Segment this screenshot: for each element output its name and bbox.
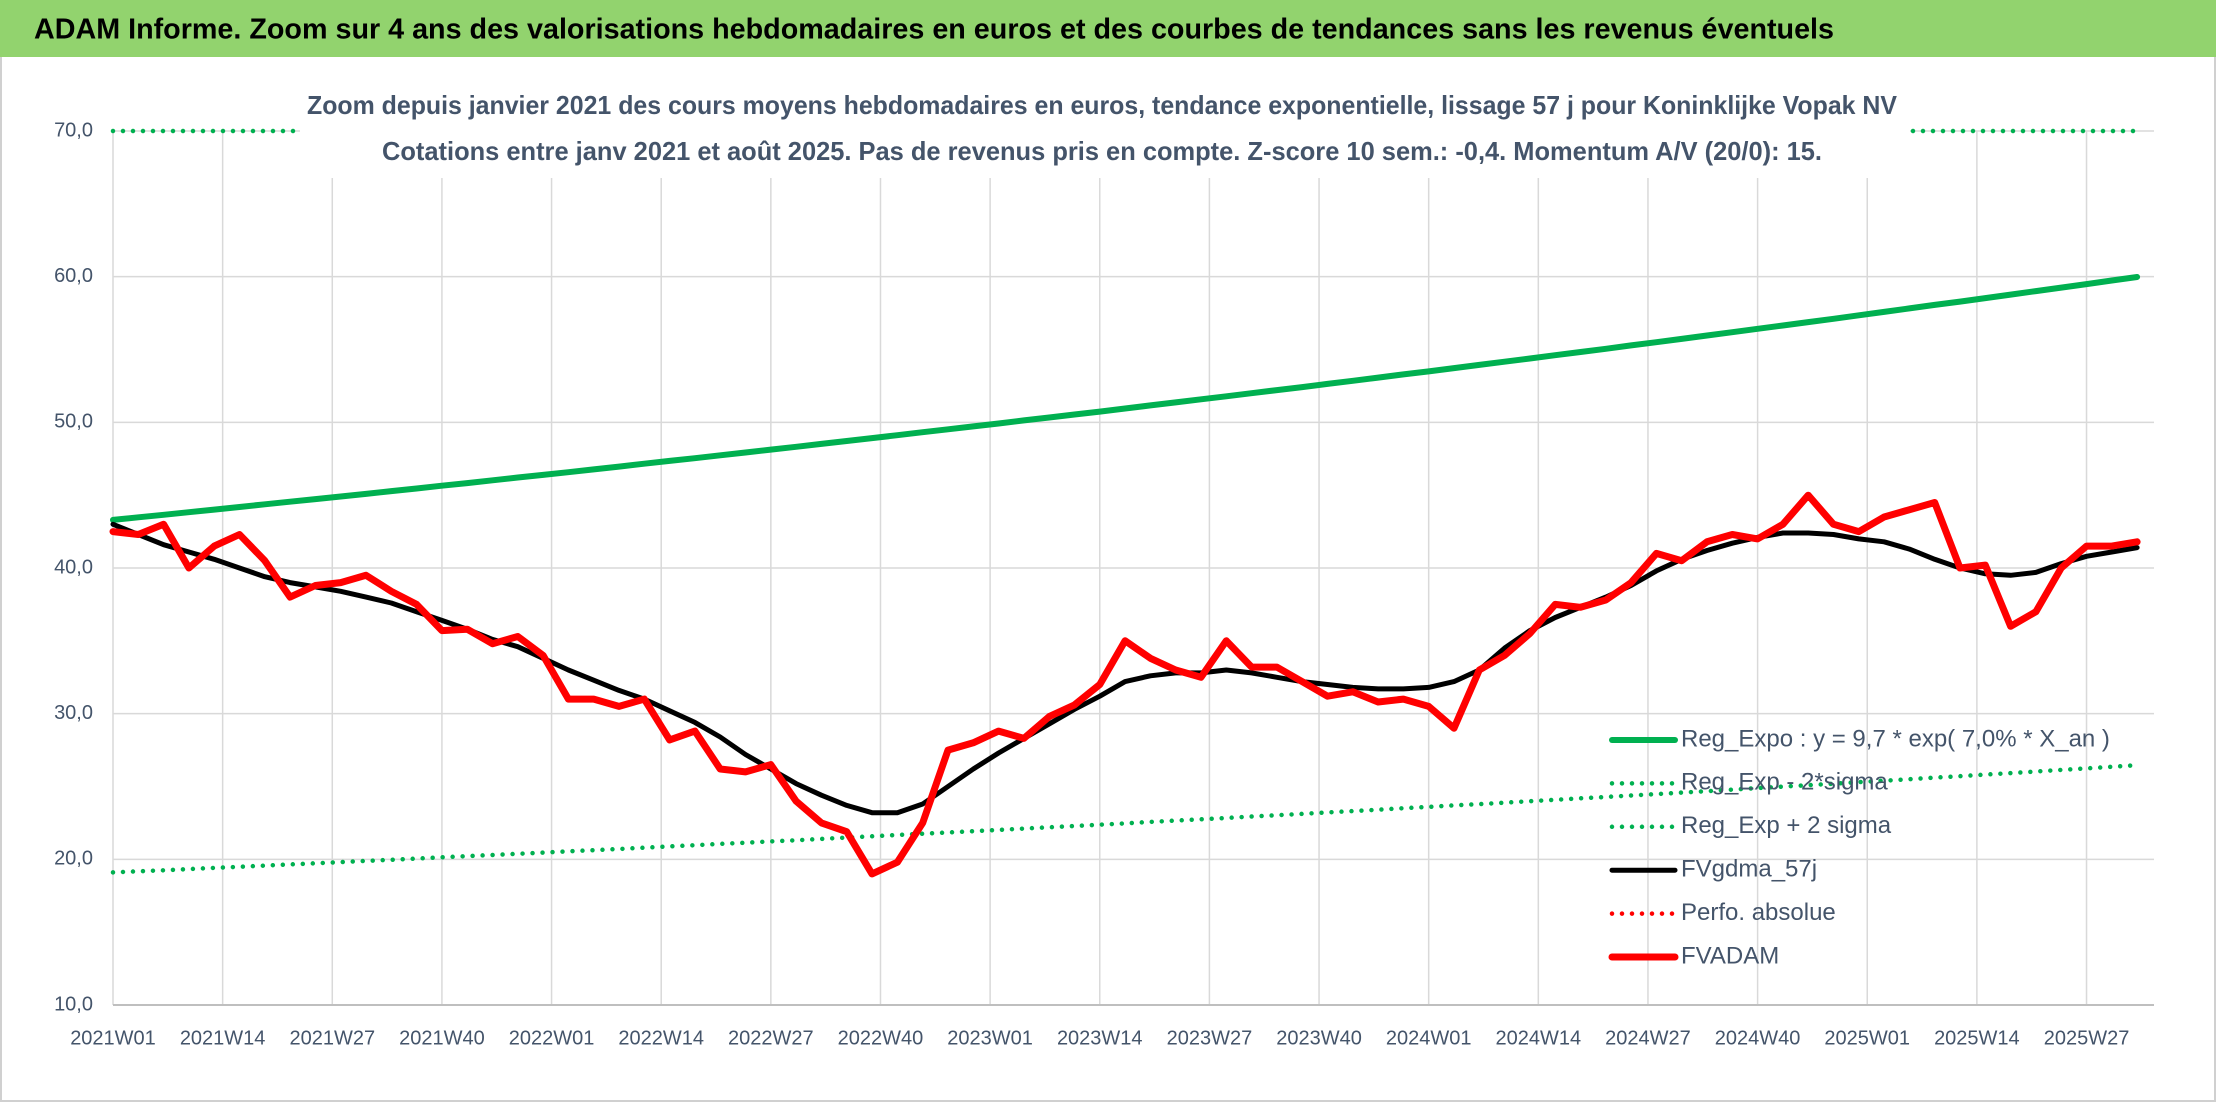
- y-tick-label: 20,0: [54, 848, 93, 870]
- y-tick-label: 70,0: [54, 119, 93, 141]
- y-tick-label: 40,0: [54, 556, 93, 578]
- chart-subtitle: Cotations entre janv 2021 et août 2025. …: [382, 136, 1822, 166]
- x-tick-label: 2024W01: [1386, 1027, 1472, 1049]
- y-tick-label: 60,0: [54, 265, 93, 287]
- series-line: [110, 521, 2140, 816]
- x-tick-label: 2024W14: [1496, 1027, 1582, 1049]
- y-tick-label: 50,0: [54, 411, 93, 433]
- legend-label: Reg_Expo : y = 9,7 * exp( 7,0% * X_an ): [1681, 725, 2110, 752]
- x-tick-label: 2022W01: [509, 1027, 595, 1049]
- x-tick-label: 2022W27: [728, 1027, 814, 1049]
- x-tick-label: 2021W40: [399, 1027, 485, 1049]
- x-tick-label: 2025W27: [2044, 1027, 2130, 1049]
- x-tick-label: 2023W01: [947, 1027, 1033, 1049]
- x-tick-label: 2023W14: [1057, 1027, 1143, 1049]
- legend-label: Reg_Exp - 2*sigma: [1681, 769, 1888, 796]
- series-line: [110, 762, 2140, 875]
- x-tick-label: 2022W40: [838, 1027, 924, 1049]
- x-tick-label: 2022W14: [618, 1027, 704, 1049]
- y-tick-label: 10,0: [54, 993, 93, 1015]
- legend-label: FVADAM: [1681, 942, 1779, 969]
- x-tick-label: 2025W01: [1824, 1027, 1910, 1049]
- chart-title: Zoom depuis janvier 2021 des cours moyen…: [307, 90, 1898, 120]
- x-tick-label: 2021W14: [180, 1027, 266, 1049]
- x-tick-label: 2025W14: [1934, 1027, 2020, 1049]
- series-line: [109, 491, 2141, 878]
- series-line: [110, 274, 2141, 523]
- header-bar: [0, 0, 2216, 57]
- legend-label: Reg_Exp + 2 sigma: [1681, 812, 1892, 839]
- x-tick-label: 2024W27: [1605, 1027, 1691, 1049]
- header-title: ADAM Informe. Zoom sur 4 ans des valoris…: [34, 14, 1834, 46]
- x-tick-label: 2021W27: [289, 1027, 375, 1049]
- legend-label: FVgdma_57j: [1681, 856, 1817, 883]
- y-tick-label: 30,0: [54, 702, 93, 724]
- legend: Reg_Expo : y = 9,7 * exp( 7,0% * X_an ) R…: [1608, 725, 2110, 969]
- x-tick-label: 2024W40: [1715, 1027, 1801, 1049]
- x-tick-label: 2021W01: [70, 1027, 156, 1049]
- title-box: [300, 84, 1910, 178]
- x-tick-label: 2023W27: [1167, 1027, 1253, 1049]
- x-tick-label: 2023W40: [1276, 1027, 1362, 1049]
- legend-label: Perfo. absolue: [1681, 899, 1836, 926]
